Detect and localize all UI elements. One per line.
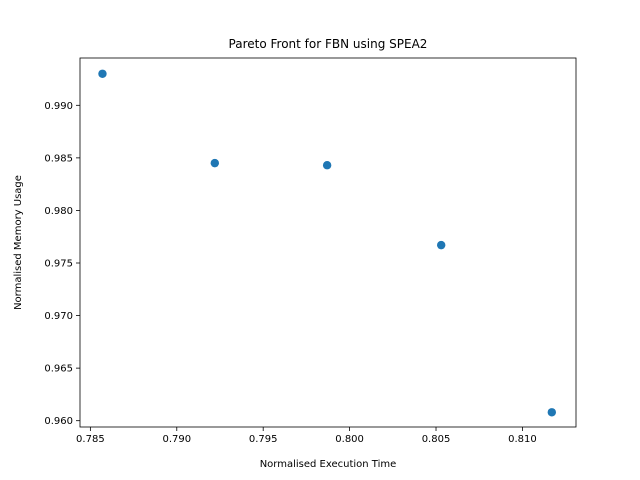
x-tick-label: 0.795 bbox=[249, 434, 278, 445]
y-tick-label: 0.965 bbox=[44, 364, 73, 375]
y-tick-label: 0.985 bbox=[44, 153, 73, 164]
y-tick-label: 0.960 bbox=[44, 416, 73, 427]
x-axis-title: Normalised Execution Time bbox=[260, 459, 397, 470]
plot-frame bbox=[79, 57, 577, 428]
y-tick-label: 0.975 bbox=[44, 259, 73, 270]
x-tick-label: 0.805 bbox=[422, 434, 451, 445]
x-tick-label: 0.800 bbox=[335, 434, 364, 445]
data-point bbox=[322, 161, 332, 170]
y-tick-label: 0.990 bbox=[44, 101, 73, 112]
x-tick-label: 0.785 bbox=[76, 434, 105, 445]
y-axis-title: Normalised Memory Usage bbox=[13, 175, 24, 310]
y-tick-label: 0.970 bbox=[44, 311, 73, 322]
data-point bbox=[547, 408, 557, 417]
y-tick-label: 0.980 bbox=[44, 206, 73, 217]
x-tick-label: 0.810 bbox=[508, 434, 537, 445]
chart-title: Pareto Front for FBN using SPEA2 bbox=[229, 37, 428, 51]
data-point bbox=[210, 158, 220, 168]
data-point bbox=[436, 240, 446, 250]
x-tick-label: 0.790 bbox=[162, 434, 191, 445]
data-point bbox=[98, 69, 107, 78]
